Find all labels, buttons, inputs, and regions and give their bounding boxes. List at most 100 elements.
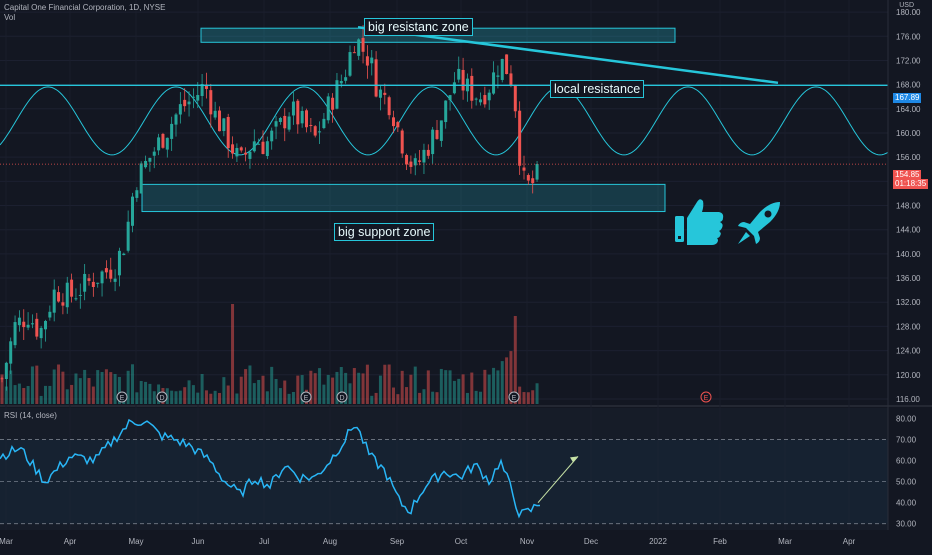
volume-bar [461, 374, 465, 404]
candles [0, 25, 539, 391]
volume-bar [39, 395, 43, 404]
price-tick-label: 120.00 [896, 371, 921, 380]
candle-body [331, 97, 335, 110]
currency-label: USD [899, 2, 914, 9]
candle-body [318, 131, 322, 133]
price-tick-label: 132.00 [896, 298, 921, 307]
volume-bar [322, 384, 326, 404]
volume-bar [248, 365, 252, 404]
time-tick-label: Mar [0, 537, 13, 546]
event-marker [508, 391, 520, 403]
candle-body [70, 279, 74, 297]
volume-bar [535, 383, 539, 404]
candle-body [48, 311, 52, 318]
volume-bar [431, 391, 435, 404]
support-zone-label[interactable]: big support zone [334, 223, 435, 241]
volume-bar [87, 378, 91, 404]
candle-body [457, 68, 461, 80]
price-tick-label: 180.00 [896, 8, 921, 17]
price-tick-label: 148.00 [896, 202, 921, 211]
candle-body [452, 82, 456, 94]
candle-body [218, 110, 221, 132]
candle-body [261, 141, 265, 155]
symbol-title: Capital One Financial Corporation, 1D, N… [4, 3, 166, 12]
candle-body [178, 104, 182, 115]
volume-bar [331, 377, 335, 404]
event-marker-label: D [339, 395, 344, 402]
local-resistance-label[interactable]: local resistance [550, 80, 645, 98]
volume-bar [96, 370, 100, 404]
candle-body [474, 98, 478, 100]
volume-bar [257, 379, 261, 404]
candle-body [131, 196, 134, 226]
candle-body [104, 268, 108, 273]
candle-body [204, 84, 208, 89]
rsi-arrow-head [570, 456, 578, 463]
candle-body [35, 318, 39, 337]
candle-body [26, 324, 30, 328]
volume-bar [283, 380, 287, 404]
candle-body [74, 298, 78, 300]
volume-bar [496, 370, 500, 404]
time-tick-label: Jun [192, 537, 205, 546]
event-marker [336, 391, 348, 403]
volume-bar [187, 380, 191, 404]
candle-body [531, 178, 535, 184]
candle-body [339, 81, 343, 84]
candle-body [426, 149, 430, 156]
volume-bar [13, 385, 17, 404]
volume-bar [52, 369, 56, 404]
resistance-zone-label[interactable]: big resistanc zone [364, 18, 473, 36]
volume-bar [287, 393, 291, 404]
time-tick-label: May [128, 537, 143, 546]
candle-body [291, 101, 295, 116]
candle-body [405, 155, 409, 165]
rsi-tick-label: 80.00 [896, 415, 917, 424]
candle-body [470, 75, 474, 101]
rsi-background [0, 408, 888, 530]
volume-bar [435, 392, 439, 404]
candle-body [522, 167, 526, 171]
volume-bar [83, 369, 87, 404]
volume-bar [235, 393, 239, 404]
cycle-wave [0, 86, 889, 156]
volume-bar [470, 372, 474, 404]
volume-bar [131, 364, 134, 404]
event-marker-label: D [159, 395, 164, 402]
candle-body [526, 175, 530, 181]
volume-bar [265, 391, 269, 404]
resistance-price-tag: 167.89 [893, 93, 922, 103]
volume-bar [474, 390, 478, 404]
volume-bar [61, 371, 65, 404]
volume-bar [513, 316, 517, 404]
candle-body [487, 92, 491, 101]
rsi-tick-label: 40.00 [896, 499, 917, 508]
candle-body [87, 278, 91, 281]
candle-body [439, 120, 443, 141]
volume-bar [226, 385, 230, 404]
price-tick-label: 168.00 [896, 81, 921, 90]
volume-bar [418, 392, 422, 404]
candle-body [535, 164, 539, 180]
event-marker-label: E [120, 395, 125, 402]
candle-body [352, 52, 356, 54]
volume-bar [313, 373, 317, 404]
zones [141, 27, 676, 213]
volume-bar [222, 377, 226, 404]
candle-body [100, 271, 104, 284]
countdown-tag: 01:18:35 [893, 179, 929, 189]
volume-bar [0, 374, 4, 404]
volume-bar [296, 375, 300, 404]
rsi-tick-label: 60.00 [896, 457, 917, 466]
candle-body [109, 269, 113, 279]
volume-bar [100, 371, 104, 404]
candle-body [22, 321, 26, 328]
candle-body [370, 57, 374, 64]
candle-body [183, 99, 187, 107]
volume-bar [91, 386, 95, 404]
candle-body [387, 97, 391, 116]
price-tick-label: 136.00 [896, 274, 921, 283]
volume-bar [357, 372, 361, 404]
candle-body [191, 96, 195, 98]
